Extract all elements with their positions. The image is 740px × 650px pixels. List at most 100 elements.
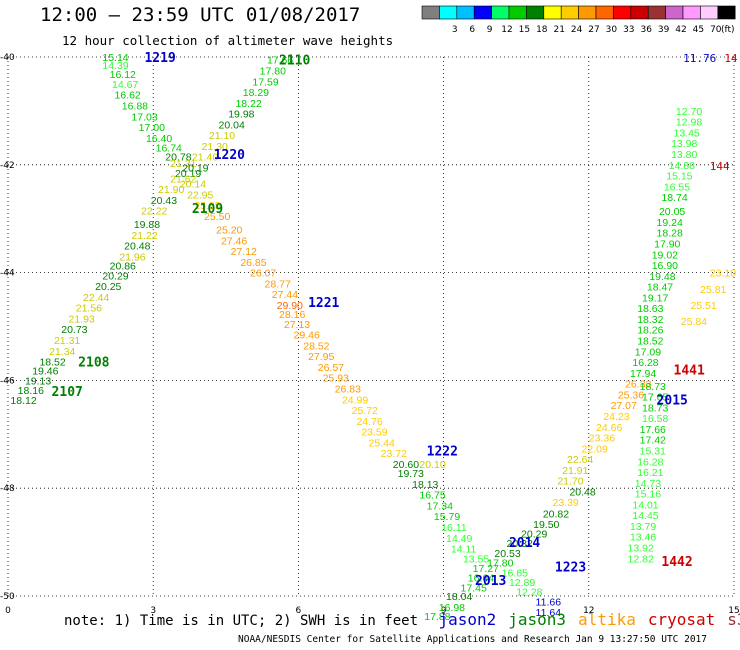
- color-legend: 3 6 9 12 15 18 21 24 27 30 33 36 39 42 45 70 (ft): [421, 5, 736, 35]
- y-tick-label: -40: [0, 53, 15, 63]
- footer-note-text: note: 1) Time is in UTC; 2) SWH is in fe…: [64, 613, 419, 629]
- observation-value: 21.93: [69, 313, 95, 325]
- x-tick-label: 15: [728, 606, 739, 616]
- pass-label: 1442: [661, 555, 692, 570]
- observation-value: 16.40: [146, 133, 172, 145]
- legend-swatch: [682, 5, 701, 20]
- observation-value: 25.20: [216, 224, 242, 236]
- observation-value: 19.88: [134, 219, 160, 231]
- legend-tick-label: 33: [623, 25, 634, 35]
- legend-swatch: [526, 5, 545, 20]
- observation-value: 16.55: [664, 181, 690, 193]
- legend-swatch: [578, 5, 597, 20]
- y-tick-label: -48: [0, 484, 15, 494]
- legend-tick-label: 9: [487, 25, 493, 35]
- observation-value: 18.47: [647, 282, 673, 294]
- pass-label: 2014: [509, 536, 540, 551]
- observation-value: 18.52: [637, 336, 663, 348]
- legend-tick-label: 3: [452, 25, 458, 35]
- observation-value: 11.64: [536, 607, 562, 619]
- x-tick-label: 6: [296, 606, 302, 616]
- observation-value: 26.33: [625, 379, 651, 391]
- observation-value: 23.10: [710, 268, 736, 280]
- pass-label: 1219: [144, 51, 175, 66]
- observation-value: 25.85: [194, 200, 220, 212]
- observation-value: 12.98: [676, 117, 702, 129]
- pass-label: 1221: [308, 296, 339, 311]
- observation-value: 22.44: [83, 292, 109, 304]
- x-tick-label: 12: [583, 606, 594, 616]
- observation-value: 25.81: [700, 284, 726, 296]
- observation-value: 17.80: [487, 558, 513, 570]
- observation-value: 16.11: [441, 522, 467, 534]
- observation-value: 28.16: [279, 309, 305, 321]
- observation-value: 17.66: [640, 424, 666, 436]
- observation-value: 19.24: [657, 217, 683, 229]
- observation-value: 15.16: [635, 489, 661, 501]
- observation-value: 18.29: [243, 87, 269, 99]
- legend-tick-label: 24: [571, 25, 583, 35]
- observation-value: 18.26: [637, 325, 663, 337]
- observation-value: 20.10: [419, 459, 445, 471]
- observation-value: 16.58: [642, 413, 668, 425]
- observation-value: 12.82: [628, 553, 654, 565]
- observation-value: 13.46: [630, 532, 656, 544]
- observation-value: 27.07: [611, 400, 637, 412]
- observation-value: 18.22: [235, 98, 261, 110]
- legend-tick-label: 30: [606, 25, 618, 35]
- observation-value: 21.40: [192, 152, 218, 164]
- observation-value: 25.44: [369, 437, 395, 449]
- observation-value: 19.98: [228, 109, 254, 121]
- observation-value: 19.13: [25, 375, 51, 387]
- observation-value: 20.29: [521, 528, 547, 540]
- observation-value: 17.03: [131, 111, 157, 123]
- observation-value: 26.07: [250, 268, 276, 280]
- legend-tick-label: 42: [675, 25, 686, 35]
- pass-label: 1220: [214, 148, 245, 163]
- observation-value: 13.79: [630, 521, 656, 533]
- observation-value: 29.46: [294, 330, 320, 342]
- observation-value: 22.22: [141, 206, 167, 218]
- footer-credit: NOAA/NESDIS Center for Satellite Applica…: [238, 634, 707, 645]
- observation-value: 11.66: [536, 596, 562, 608]
- satellite-legend-altika: altika: [578, 610, 636, 629]
- satellite-legend: jason2 jason3 altika cryosat s3a: [426, 610, 740, 629]
- observation-value: 16.12: [110, 69, 136, 81]
- observation-value: 27.12: [231, 246, 257, 258]
- observation-value: 14.45: [632, 510, 658, 522]
- legend-tick-label: 45: [693, 25, 704, 35]
- legend-tick-label: 21: [553, 25, 564, 35]
- satellite-legend-jason2: jason2: [438, 610, 497, 629]
- observation-value: 18.73: [642, 402, 668, 414]
- observation-value: 27.46: [221, 235, 247, 247]
- observation-value: 25.50: [204, 211, 230, 223]
- observation-value: 19.46: [32, 366, 58, 378]
- observation-value: 17.42: [640, 435, 666, 447]
- observation-value: 12.89: [509, 577, 535, 589]
- observation-value: 25.51: [690, 300, 716, 312]
- legend-swatch: [473, 5, 492, 20]
- legend-swatch: [647, 5, 666, 20]
- observation-value: 15.31: [640, 445, 666, 457]
- y-tick-label: -46: [0, 376, 15, 386]
- legend-swatch: [717, 5, 736, 20]
- observation-value: 20.60: [393, 459, 419, 471]
- pass-label: 14: [724, 52, 738, 65]
- legend-swatch: [421, 5, 440, 20]
- observation-value: 20.73: [61, 324, 87, 336]
- observation-value: 14.39: [102, 60, 128, 72]
- observation-value: 16.28: [637, 456, 663, 468]
- observation-value: 15.14: [102, 52, 128, 64]
- observation-value: 21.90: [158, 184, 184, 196]
- pass-label: 2110: [279, 54, 310, 69]
- observation-value: 20.53: [494, 548, 520, 560]
- observation-value: 16.90: [652, 260, 678, 272]
- observation-value: 21.62: [170, 173, 196, 185]
- observation-value: 28.77: [265, 278, 291, 290]
- legend-swatch: [508, 5, 527, 20]
- observation-value: 21.31: [54, 335, 80, 347]
- legend-swatch: [491, 5, 510, 20]
- observation-value: 21.31: [170, 158, 196, 170]
- observation-value: 18.74: [661, 192, 687, 204]
- observation-value: 13.45: [674, 127, 700, 139]
